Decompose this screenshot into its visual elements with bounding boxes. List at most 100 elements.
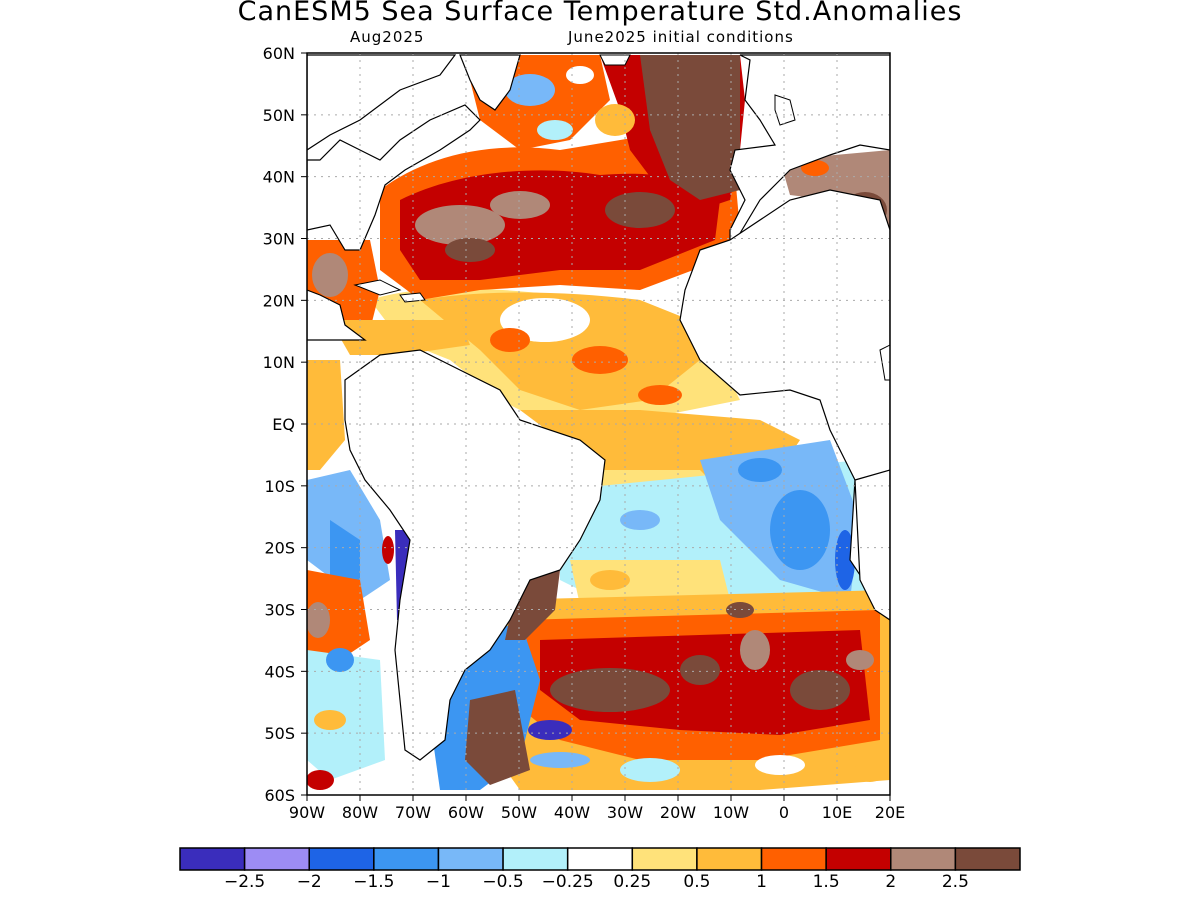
- colorbar-swatch: [243, 847, 310, 871]
- colorbar-swatch: [179, 847, 246, 871]
- anomaly-region: [505, 74, 555, 106]
- land-southern-africa: [854, 469, 890, 621]
- colorbar-level-label: 1: [756, 872, 767, 892]
- lat-tick-label: 30S: [264, 601, 295, 620]
- anomaly-region: [550, 668, 670, 712]
- colorbar-level-label: 2: [885, 872, 897, 892]
- land-iceland: [599, 54, 631, 66]
- anomaly-region: [605, 192, 675, 228]
- anomaly-region: [307, 570, 370, 660]
- colorbar-swatch: [825, 847, 892, 871]
- colorbar-level-label: −2: [296, 872, 322, 892]
- anomaly-region: [638, 385, 682, 405]
- colorbar-swatch: [631, 847, 698, 871]
- lon-tick-label: 30W: [607, 803, 643, 822]
- colorbar-level-label: 0.25: [613, 872, 652, 892]
- land-madagascar: [879, 344, 890, 381]
- land-uk: [774, 94, 796, 126]
- lat-tick-label: 50S: [264, 724, 295, 743]
- anomaly-region: [770, 490, 830, 570]
- lon-tick-label: 50W: [501, 803, 537, 822]
- lon-tick-label: 60W: [448, 803, 484, 822]
- anomaly-region: [415, 205, 505, 245]
- lat-tick-label: 20N: [263, 291, 295, 310]
- anomaly-region: [307, 650, 385, 780]
- anomaly-region: [465, 690, 530, 785]
- anomaly-region: [314, 710, 346, 730]
- colorbar-level-label: −0.5: [482, 872, 524, 892]
- longitude-axis: 90W 80W 70W 60W 50W 40W 30W 20W 10W 0 10E 20E: [289, 795, 905, 822]
- anomaly-region: [528, 720, 572, 740]
- anomaly-region: [855, 758, 885, 782]
- colorbar-swatch: [696, 847, 763, 871]
- latitude-axis: 60N 50N 40N 30N 20N 10N EQ 10S 20S 30S 40S 50S 60S: [263, 44, 307, 805]
- colorbar-swatch: [566, 847, 634, 871]
- anomaly-region: [490, 328, 530, 352]
- anomaly-region: [490, 191, 550, 219]
- colorbar-level-label: −0.25: [541, 872, 594, 892]
- anomaly-region: [738, 458, 782, 482]
- colorbar-swatch: [437, 847, 504, 871]
- colorbar-level-label: −1: [425, 872, 451, 892]
- anomaly-region: [726, 602, 754, 618]
- land-south-america: [344, 349, 606, 761]
- colorbar-swatch: [308, 847, 375, 871]
- colorbar-swatch: [502, 847, 569, 871]
- anomaly-region: [755, 755, 805, 775]
- lat-tick-label: 30N: [263, 230, 295, 249]
- lon-tick-label: 0: [779, 803, 789, 822]
- colorbar-swatch: [890, 847, 957, 871]
- anomaly-region: [307, 602, 330, 638]
- lon-tick-label: 80W: [342, 803, 378, 822]
- lat-tick-label: 50N: [263, 106, 295, 125]
- colorbar-swatch: [760, 847, 827, 871]
- land-central-america: [307, 289, 367, 341]
- anomaly-region: [307, 770, 334, 790]
- graticule: [307, 53, 890, 795]
- anomaly-region: [640, 55, 740, 200]
- colorbar-swatch: [373, 847, 440, 871]
- land-cuba: [353, 279, 402, 296]
- anomaly-region: [330, 520, 360, 590]
- anomaly-region: [420, 292, 700, 410]
- lon-tick-label: 20W: [660, 803, 696, 822]
- lat-tick-label: 40S: [264, 662, 295, 681]
- anomaly-region: [680, 655, 720, 685]
- lon-tick-label: 10E: [822, 803, 852, 822]
- anomaly-region: [620, 510, 660, 530]
- valid-month-label: Aug2025: [350, 28, 425, 46]
- anomaly-region: [530, 752, 590, 768]
- init-conditions-label: June2025 initial conditions: [568, 28, 794, 46]
- colorbar-swatch: [954, 847, 1021, 871]
- colorbar: [179, 847, 1021, 871]
- lat-tick-label: 40N: [263, 168, 295, 187]
- colorbar-level-label: −2.5: [223, 872, 266, 892]
- land-greenland: [459, 54, 521, 111]
- anomaly-region: [590, 570, 630, 590]
- anomaly-region: [620, 758, 680, 782]
- map-title: CanESM5 Sea Surface Temperature Std.Anom…: [237, 0, 963, 27]
- lon-tick-label: 10W: [713, 803, 749, 822]
- colorbar-level-label: 2.5: [941, 872, 969, 892]
- anomaly-region: [312, 253, 348, 297]
- anomaly-region: [801, 160, 829, 176]
- lon-tick-label: 20E: [875, 803, 905, 822]
- anomaly-region: [595, 104, 635, 136]
- anomaly-region: [790, 670, 850, 710]
- lat-tick-label: 60S: [264, 786, 295, 805]
- lat-tick-label: 10N: [263, 353, 295, 372]
- anomaly-region: [326, 648, 354, 672]
- anomaly-region: [846, 650, 874, 670]
- lat-tick-label: EQ: [272, 415, 295, 434]
- lat-tick-label: 60N: [263, 44, 295, 63]
- anomaly-region: [835, 530, 855, 590]
- colorbar-level-label: 0.5: [683, 872, 711, 892]
- anomaly-region: [307, 360, 345, 470]
- colorbar-level-label: −1.5: [353, 872, 395, 892]
- land-hispaniola: [399, 292, 426, 303]
- anomaly-region: [566, 66, 594, 84]
- anomaly-region: [382, 536, 394, 564]
- anomaly-region: [740, 630, 770, 670]
- anomaly-region: [445, 238, 495, 262]
